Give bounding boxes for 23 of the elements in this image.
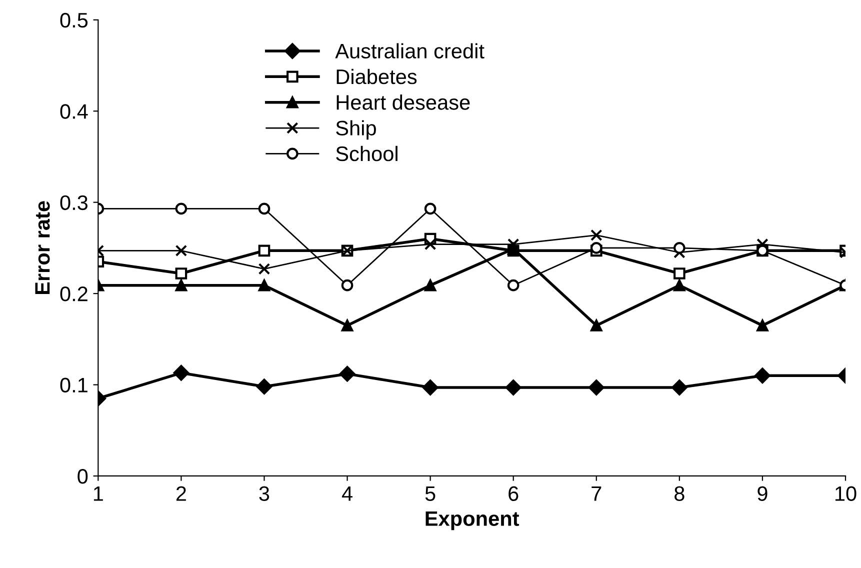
x-tick-label: 1 (94, 486, 103, 501)
y-tick-label: 0.3 (60, 195, 88, 210)
x-tick-label: 4 (342, 486, 352, 501)
y-tick-label: 0.4 (60, 104, 88, 119)
legend-label: Australian credit (335, 43, 484, 58)
x-tick-label: 6 (508, 486, 518, 502)
y-tick-label: 0.5 (60, 12, 88, 28)
x-tick-label: 10 (836, 486, 856, 502)
x-tick-label: 2 (176, 486, 186, 501)
x-axis-title: Exponent (426, 511, 520, 530)
y-tick-label: 0.2 (60, 286, 88, 302)
y-axis-title: Error rate (35, 201, 50, 294)
legend-label: Ship (336, 120, 376, 140)
y-tick-label: 0.1 (60, 378, 88, 393)
legend-label: School (336, 146, 398, 162)
x-tick-label: 5 (425, 486, 436, 502)
x-tick-label: 9 (758, 486, 768, 502)
x-tick-label: 7 (592, 486, 602, 501)
legend-label: Heart desease (336, 94, 470, 110)
x-tick-label: 3 (259, 486, 270, 502)
y-tick-label: 0 (78, 468, 88, 484)
legend-label: Diabetes (336, 68, 417, 84)
x-tick-label: 8 (674, 486, 684, 502)
